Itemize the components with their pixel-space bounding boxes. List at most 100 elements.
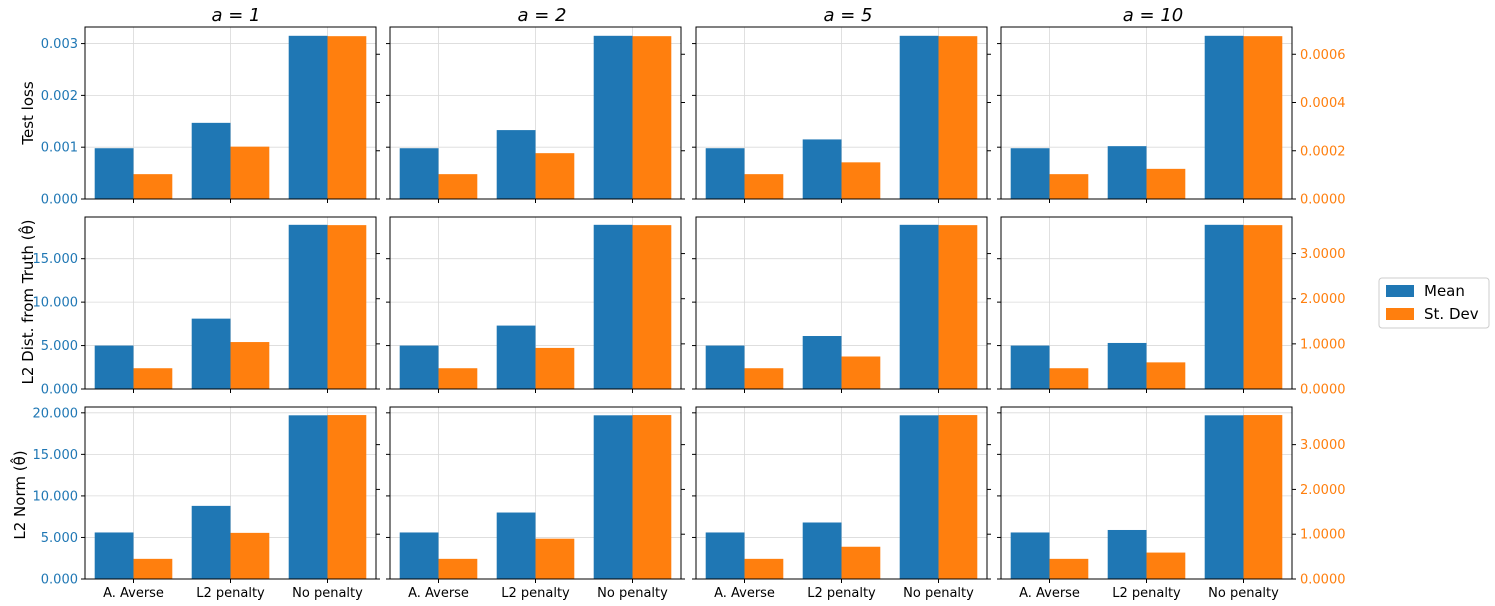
bar-std-1 [744,174,784,199]
bar-std-2 [841,546,881,579]
bar-std-2 [230,532,270,579]
bar-std-3 [1243,225,1283,389]
tick-label-category: L2 penalty [807,586,876,601]
tick-label-category: L2 penalty [196,586,265,601]
column-titles: a = 1 a = 2 a = 5 a = 10 [211,5,1183,26]
bar-std-1 [438,558,478,579]
panel-r3-c4: 0.0000 1.0000 2.0000 3.0000 A. Averse L2 pena… [997,406,1346,601]
tick-label-right: 1.0000 [1300,528,1346,543]
panel-r2-c2 [386,216,685,393]
bar-mean-2 [191,505,231,579]
tick-label-right: 2.0000 [1300,292,1346,307]
panel-r2-c4: 0.0000 1.0000 2.0000 3.0000 [997,216,1346,398]
bar-mean-3 [1204,35,1244,200]
tick-label-right: 0.0004 [1300,96,1346,111]
panel-r3-c2: A. Averse L2 penalty No penalty [386,406,685,601]
bar-std-2 [1146,362,1186,389]
bar-std-3 [632,36,672,199]
tick-label-category: A. Averse [1019,586,1080,601]
bar-mean-2 [496,325,536,389]
bar-mean-3 [1204,224,1244,389]
row-label-test-loss: Test loss [19,81,37,145]
row-label-l2-norm: L2 Norm (θ̂) [9,450,29,539]
tick-label-category: L2 penalty [1112,586,1181,601]
bar-std-2 [230,146,270,199]
bar-mean-1 [399,148,439,199]
column-title-a10: a = 10 [1123,5,1183,26]
bar-mean-3 [593,35,633,200]
tick-label-right: 0.0000 [1300,573,1346,588]
tick-label-right: 3.0000 [1300,438,1346,453]
legend: Mean St. Dev [1378,277,1490,329]
bar-std-3 [632,415,672,579]
row-labels: Test loss L2 Dist. from Truth (θ̂) L2 No… [9,81,37,539]
bar-mean-2 [802,139,842,199]
row-label-l2-dist: L2 Dist. from Truth (θ̂) [17,220,37,385]
bar-std-1 [133,558,173,579]
panel-r3-c1: 0.000 5.000 10.000 15.000 20.000 A. Averse L2 … [33,406,380,601]
tick-label-left: 0.000 [41,193,78,208]
bar-std-2 [841,162,881,199]
tick-label-category: A. Averse [408,586,469,601]
bar-mean-2 [1107,529,1147,579]
panel-r1-c2 [386,26,685,203]
bar-mean-2 [802,522,842,579]
tick-label-left: 0.000 [41,573,78,588]
bar-std-2 [1146,552,1186,579]
bar-std-2 [535,347,575,389]
tick-label-left: 5.000 [41,339,78,354]
bar-std-1 [1049,368,1089,389]
tick-label-category: No penalty [903,586,974,601]
legend-swatch-mean [1386,285,1414,297]
bar-std-3 [1243,415,1283,579]
tick-label-right: 0.0000 [1300,383,1346,398]
tick-label-category: No penalty [597,586,668,601]
tick-label-category: A. Averse [103,586,164,601]
tick-label-left: 0.002 [41,89,78,104]
tick-label-left: 15.000 [33,252,79,267]
bar-mean-1 [705,345,745,389]
bar-std-2 [1146,168,1186,199]
bar-mean-3 [593,224,633,389]
column-title-a1: a = 1 [211,5,260,26]
bar-std-1 [438,174,478,199]
bar-std-2 [535,538,575,579]
tick-label-left: 15.000 [33,448,79,463]
bar-mean-1 [399,532,439,579]
bar-std-1 [133,368,173,389]
bar-mean-3 [288,224,328,389]
bar-std-3 [938,36,978,199]
bar-std-3 [327,36,367,199]
bar-mean-3 [899,35,939,200]
bar-std-1 [1049,558,1089,579]
bar-mean-1 [399,345,439,389]
tick-label-right: 0.0002 [1300,144,1346,159]
bar-mean-1 [1010,345,1050,389]
panel-r1-c1: 0.000 0.001 0.002 0.003 [41,26,380,208]
bar-mean-2 [802,336,842,389]
bar-mean-1 [1010,532,1050,579]
legend-label-mean: Mean [1424,282,1465,300]
legend-label-std: St. Dev [1424,305,1479,323]
tick-label-right: 1.0000 [1300,337,1346,352]
panel-r3-c3: A. Averse L2 penalty No penalty [692,406,991,601]
tick-label-category: A. Averse [714,586,775,601]
tick-label-right: 3.0000 [1300,247,1346,262]
tick-label-category: No penalty [1208,586,1279,601]
tick-label-category: No penalty [292,586,363,601]
panel-r2-c1: 0.000 5.000 10.000 15.000 [33,216,380,398]
panel-r2-c3 [692,216,991,393]
bar-mean-1 [94,532,134,579]
bar-std-2 [535,153,575,199]
bar-mean-1 [705,532,745,579]
tick-label-left: 10.000 [33,296,79,311]
bar-std-3 [327,415,367,579]
bar-std-3 [938,225,978,389]
bar-mean-1 [94,345,134,389]
legend-swatch-std [1386,308,1414,320]
bar-std-1 [744,368,784,389]
column-title-a5: a = 5 [823,5,872,26]
bar-mean-3 [593,415,633,579]
bar-mean-1 [705,148,745,199]
